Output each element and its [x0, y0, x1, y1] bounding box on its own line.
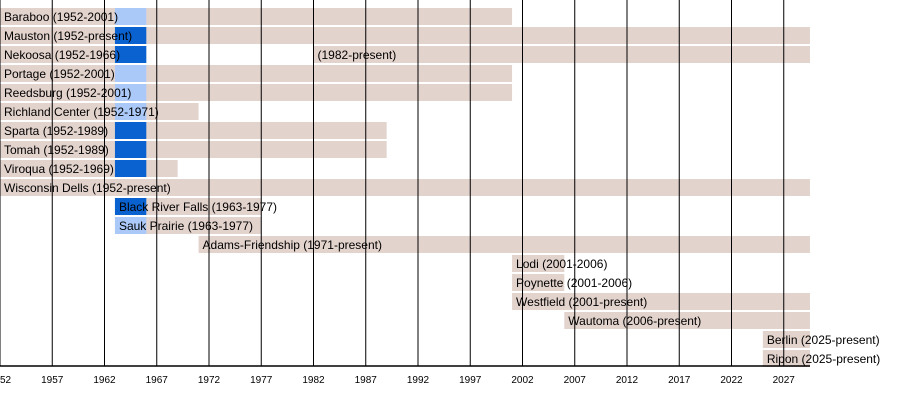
timeline-bar: [512, 293, 810, 310]
timeline-bar: [762, 350, 810, 367]
conference-highlight: [114, 46, 147, 63]
timeline-bar: [114, 217, 262, 234]
tick-label: 1967: [146, 375, 169, 386]
conference-highlight: [114, 122, 147, 139]
tick-label: 2022: [720, 375, 743, 386]
tick-label: 2007: [564, 375, 587, 386]
bar-label: Reedsburg (1952-2001): [4, 86, 131, 100]
timeline-bar: [0, 179, 810, 196]
tick-label: 2027: [773, 375, 796, 386]
bar-label: Tomah (1952-1989): [4, 143, 109, 157]
conference-highlight: [114, 103, 147, 120]
tick-label: 1952: [0, 375, 12, 386]
bar-label: Westfield (2001-present): [516, 295, 647, 309]
bar-label: Black River Falls (1963-1977): [119, 200, 277, 214]
tick-label: 2017: [668, 375, 691, 386]
timeline-bar: [198, 236, 811, 253]
bar-label: Nekoosa (1952-1966): [4, 48, 120, 62]
tick-label: 1957: [41, 375, 64, 386]
bar-label: Ripon (2025-present): [767, 352, 880, 366]
bar-label: Poynette (2001-2006): [516, 276, 632, 290]
bar-label: (1982-present): [318, 48, 397, 62]
bar-label: Mauston (1952-present): [4, 29, 132, 43]
bar-label: Richland Center (1952-1971): [4, 105, 159, 119]
bar-label: Viroqua (1952-1969): [4, 162, 114, 176]
timeline-bar: [512, 274, 565, 291]
bar-label: Baraboo (1952-2001): [4, 10, 118, 24]
tick-label: 1977: [250, 375, 273, 386]
timeline-bar: [114, 198, 262, 215]
conference-highlight: [114, 141, 147, 158]
conference-highlight: [114, 84, 147, 101]
tick-label: 1987: [355, 375, 378, 386]
timeline-bar: [313, 46, 810, 63]
bar-label: Lodi (2001-2006): [516, 257, 607, 271]
bar-label: Sparta (1952-1989): [4, 124, 108, 138]
timeline-bar: [512, 255, 565, 272]
tick-label: 2012: [616, 375, 639, 386]
bar-label: Wautoma (2006-present): [568, 314, 701, 328]
conference-highlight: [114, 160, 147, 177]
timeline-bar: [762, 331, 810, 348]
timeline-bar: [564, 312, 810, 329]
bar-label: Wisconsin Dells (1952-present): [4, 181, 171, 195]
timeline-bar: [0, 46, 147, 63]
conference-highlight: [114, 8, 147, 25]
timeline-bar: [0, 141, 387, 158]
tick-label: 1962: [93, 375, 116, 386]
bar-label: Adams-Friendship (1971-present): [203, 238, 382, 252]
bar-label: Berlin (2025-present): [767, 333, 880, 347]
conference-highlight: [114, 65, 147, 82]
tick-label: 1982: [302, 375, 325, 386]
conference-highlight: [114, 27, 147, 44]
tick-label: 1992: [407, 375, 430, 386]
tick-label: 2002: [511, 375, 534, 386]
tick-label: 1997: [459, 375, 482, 386]
conference-highlight: [114, 198, 147, 215]
timeline-bar: [0, 27, 810, 44]
timeline-bar: [0, 103, 199, 120]
conference-highlight: [114, 217, 147, 234]
bar-label: Portage (1952-2001): [4, 67, 115, 81]
bar-label: Sauk Prairie (1963-1977): [119, 219, 253, 233]
tick-label: 1972: [198, 375, 221, 386]
timeline-bar: [0, 122, 387, 139]
